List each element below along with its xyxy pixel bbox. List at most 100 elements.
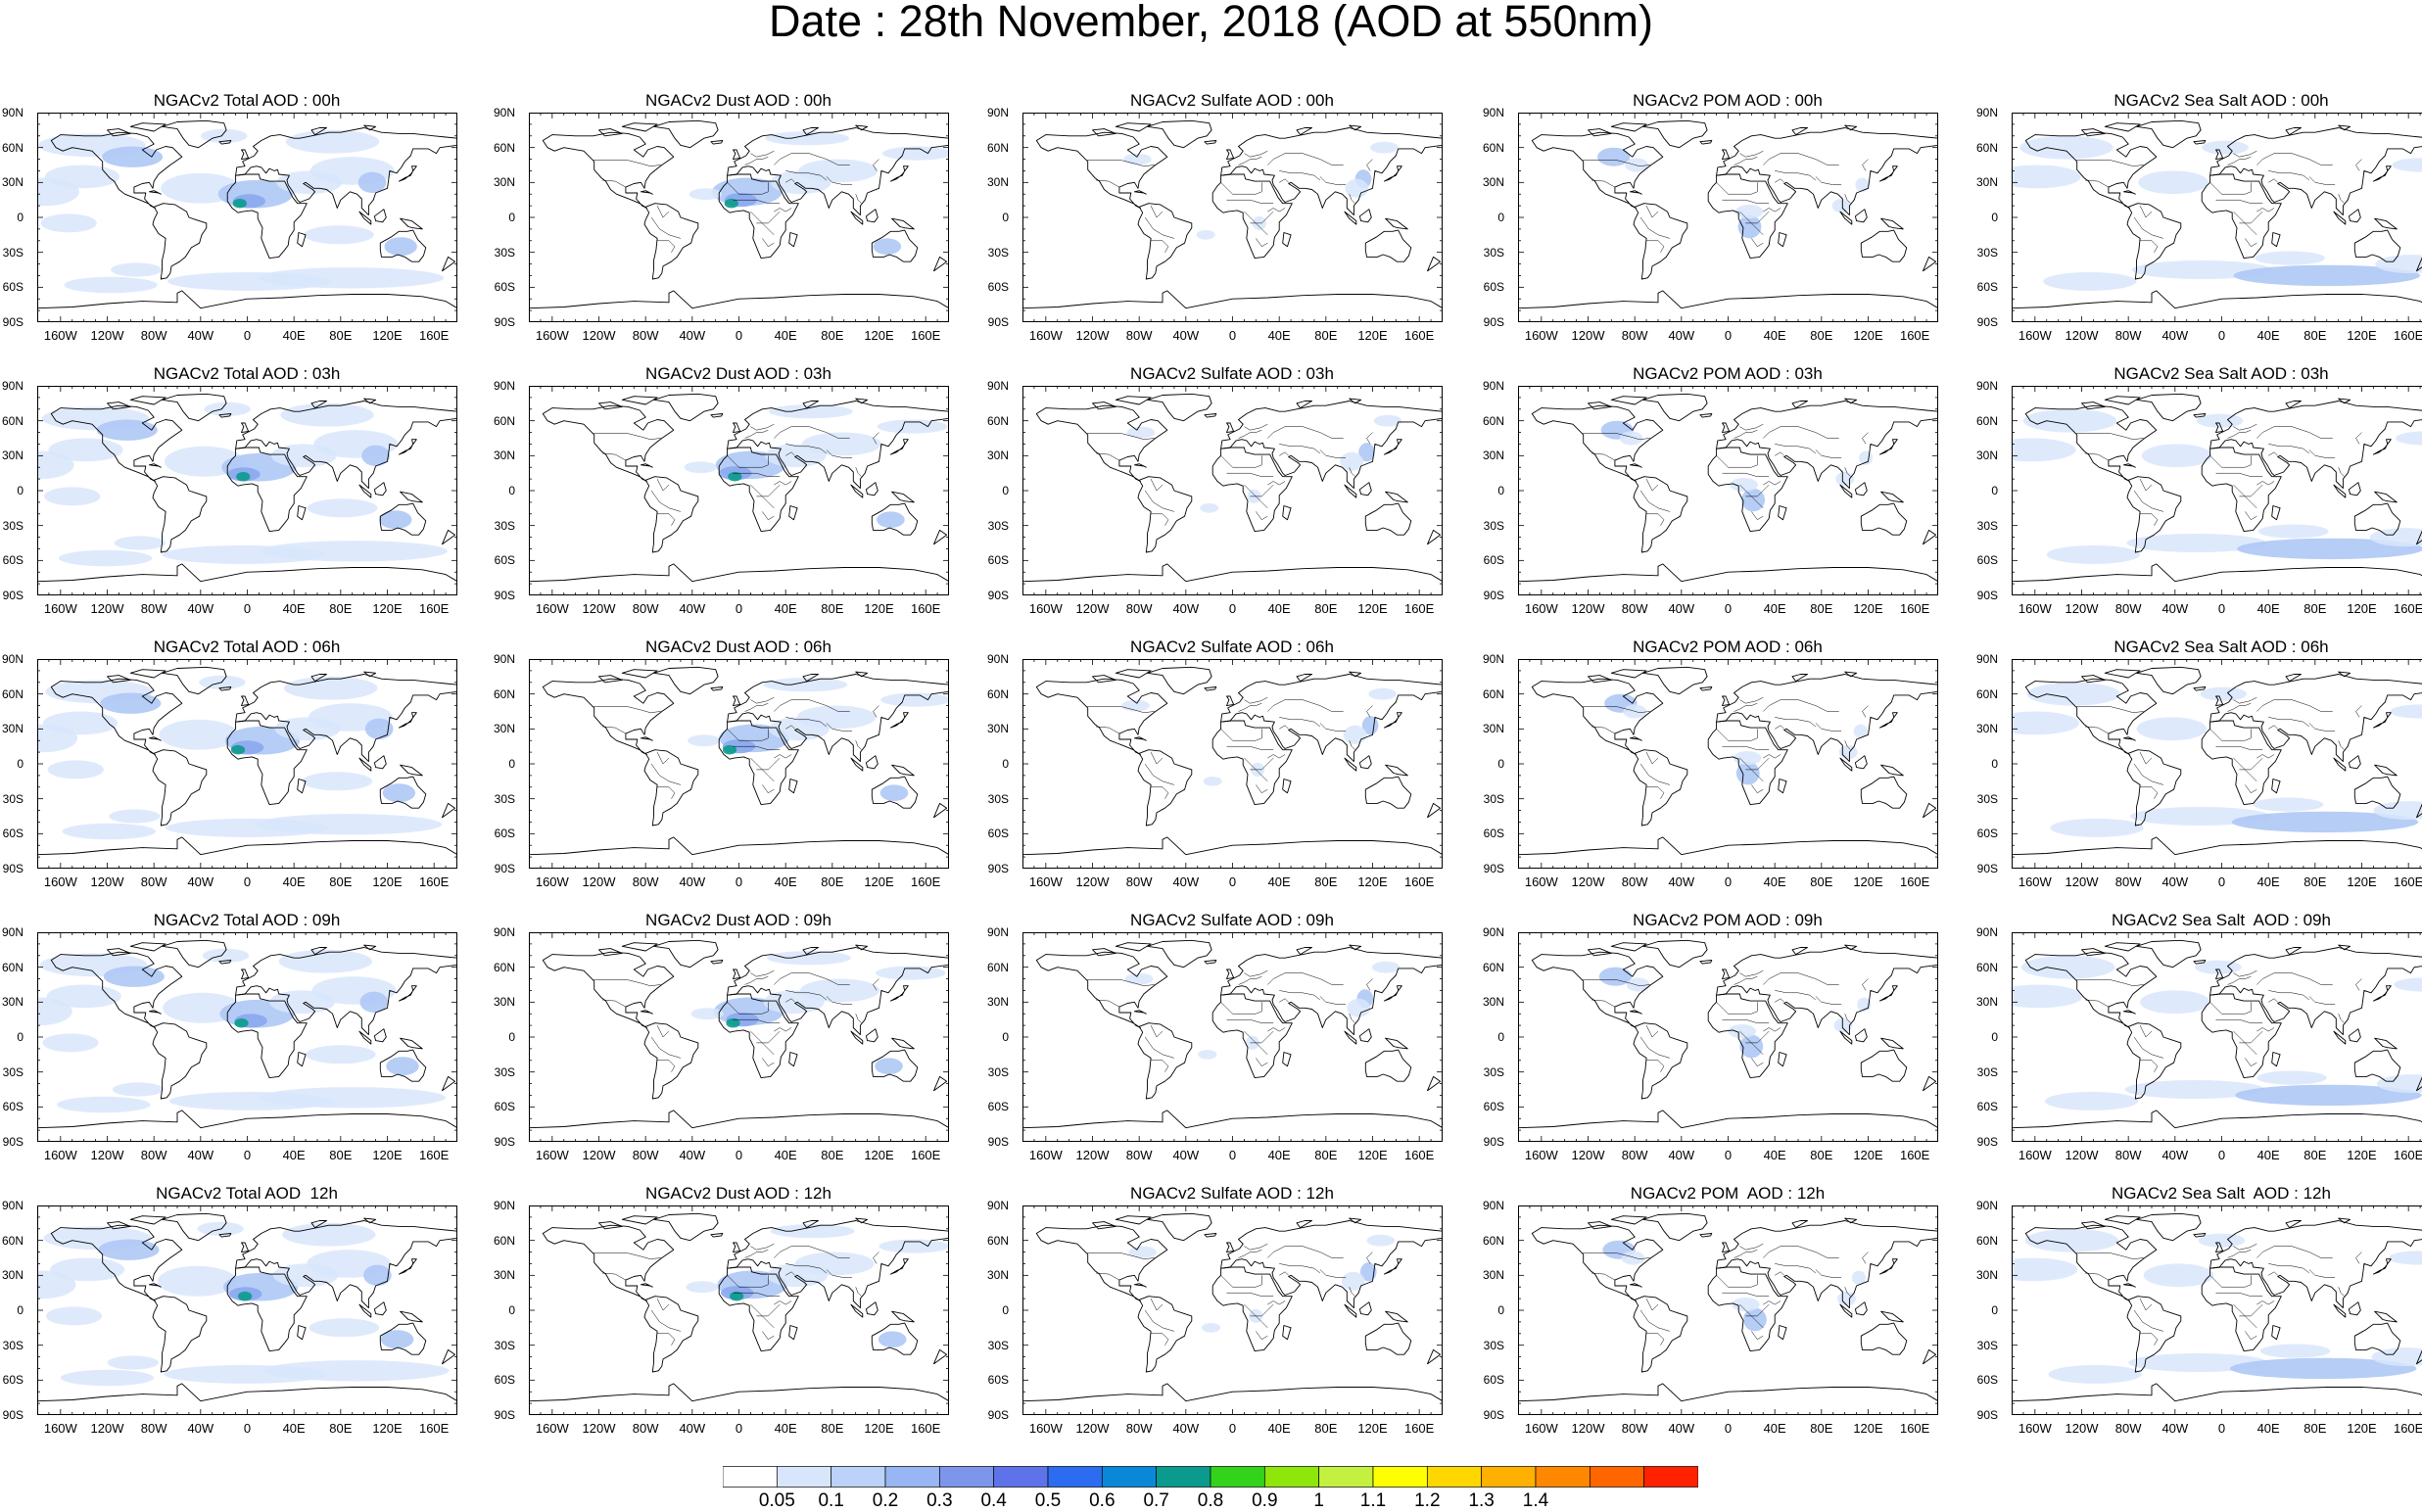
lat-tick-label: 90N — [1974, 652, 1998, 666]
coastline — [2105, 943, 2140, 951]
country-border — [2216, 200, 2263, 204]
coastline — [1717, 675, 1938, 762]
lat-tick-label: 60N — [0, 1234, 24, 1248]
country-border — [657, 752, 669, 764]
coastline — [1717, 402, 1938, 489]
aod-region — [1855, 178, 1869, 192]
coastline — [1643, 394, 1708, 420]
aod-region — [2256, 1071, 2327, 1085]
aod-region — [2195, 961, 2242, 974]
aod-region — [1735, 205, 1764, 218]
coastline — [1365, 1050, 1411, 1081]
coastline — [2272, 233, 2280, 247]
country-border — [1751, 784, 1763, 792]
coastline — [2349, 756, 2360, 769]
country-border — [2309, 176, 2335, 184]
aod-region — [689, 188, 722, 200]
coastline — [1840, 1304, 1852, 1317]
lat-tick-label: 0 — [985, 757, 1009, 771]
world-map — [2012, 932, 2422, 1142]
colorbar-swatch — [939, 1467, 993, 1488]
country-border — [1717, 1275, 1758, 1287]
country-border — [1367, 979, 1373, 991]
lat-tick-label: 30S — [0, 519, 24, 533]
lon-tick-label: 160E — [2379, 874, 2422, 889]
lat-tick-label: 90N — [0, 1199, 24, 1212]
colorbar-tick-label: 0.8 — [1181, 1490, 1240, 1512]
lat-tick-label: 30N — [1481, 449, 1504, 462]
lat-tick-label: 90S — [492, 1408, 515, 1422]
country-border — [762, 238, 774, 246]
coastline — [892, 1038, 915, 1049]
coastline — [1134, 1284, 1146, 1288]
coastline — [2123, 737, 2135, 741]
panel-title: NGACv2 Sulfate AOD : 06h — [1021, 637, 1443, 658]
lat-tick-label: 30S — [985, 246, 1009, 260]
country-border — [1863, 160, 1869, 171]
country-border — [1763, 973, 1838, 985]
aod-region — [686, 1281, 718, 1293]
country-border — [1723, 746, 1770, 750]
coastline — [1611, 943, 1646, 951]
country-border — [1244, 697, 1267, 703]
colorbar-swatch — [777, 1467, 831, 1488]
coastline — [2334, 485, 2346, 497]
coastline — [1384, 440, 1401, 454]
coastline — [2202, 448, 2281, 532]
lat-tick-label: 60N — [492, 961, 515, 974]
coastline — [1879, 713, 1897, 728]
country-border — [1717, 455, 1758, 467]
lat-tick-label: 90S — [492, 862, 515, 875]
coastline — [374, 210, 386, 222]
coastline — [1227, 696, 1234, 706]
country-border — [1775, 1263, 1816, 1273]
country-border — [1267, 1301, 1285, 1305]
coastline — [1384, 986, 1401, 1001]
coastline — [1700, 414, 1712, 418]
lat-tick-label: 60S — [985, 280, 1009, 294]
aod-region — [1367, 1235, 1396, 1247]
coastline — [1148, 667, 1212, 693]
coastline — [543, 405, 674, 481]
coastline — [934, 803, 947, 817]
colorbar-tick-label: 0.6 — [1072, 1490, 1131, 1512]
aod-region — [2050, 819, 2143, 837]
colorbar-tick-label: 0.1 — [802, 1490, 861, 1512]
coastline — [1840, 212, 1852, 224]
country-border — [856, 1014, 862, 1023]
coastline — [298, 780, 306, 793]
coastline — [130, 943, 166, 951]
country-border — [1267, 154, 1343, 165]
coastline — [401, 218, 423, 229]
country-border — [1239, 1250, 1262, 1257]
coastline — [2137, 940, 2202, 967]
country-border — [1816, 449, 1841, 457]
lat-tick-label: 30N — [1481, 995, 1504, 1009]
world-map — [1022, 113, 1443, 322]
lat-tick-label: 30N — [492, 175, 515, 189]
lat-tick-label: 30S — [0, 246, 24, 260]
coastline — [1212, 994, 1292, 1078]
coastline — [359, 1304, 371, 1317]
country-border — [2356, 160, 2362, 171]
coastline — [1138, 750, 1192, 826]
coastline — [1879, 986, 1897, 1001]
country-border — [1763, 700, 1838, 712]
country-border — [1267, 482, 1285, 486]
country-border — [1763, 154, 1838, 165]
panel-title: NGACv2 Sulfate AOD : 12h — [1021, 1183, 1443, 1205]
aod-region — [2396, 431, 2422, 445]
world-map — [1518, 1205, 1938, 1415]
coastline — [890, 713, 908, 728]
coastline — [1134, 1011, 1146, 1015]
country-border — [651, 1037, 681, 1058]
coastline — [2210, 402, 2422, 489]
country-border — [750, 1244, 774, 1250]
coastline — [2349, 483, 2360, 496]
map-frame — [1519, 660, 1938, 869]
aod-region — [2201, 687, 2248, 701]
lat-tick-label: 60S — [0, 827, 24, 840]
coastline — [2334, 1304, 2346, 1317]
aod-region — [1204, 777, 1222, 786]
country-border — [1763, 209, 1781, 213]
